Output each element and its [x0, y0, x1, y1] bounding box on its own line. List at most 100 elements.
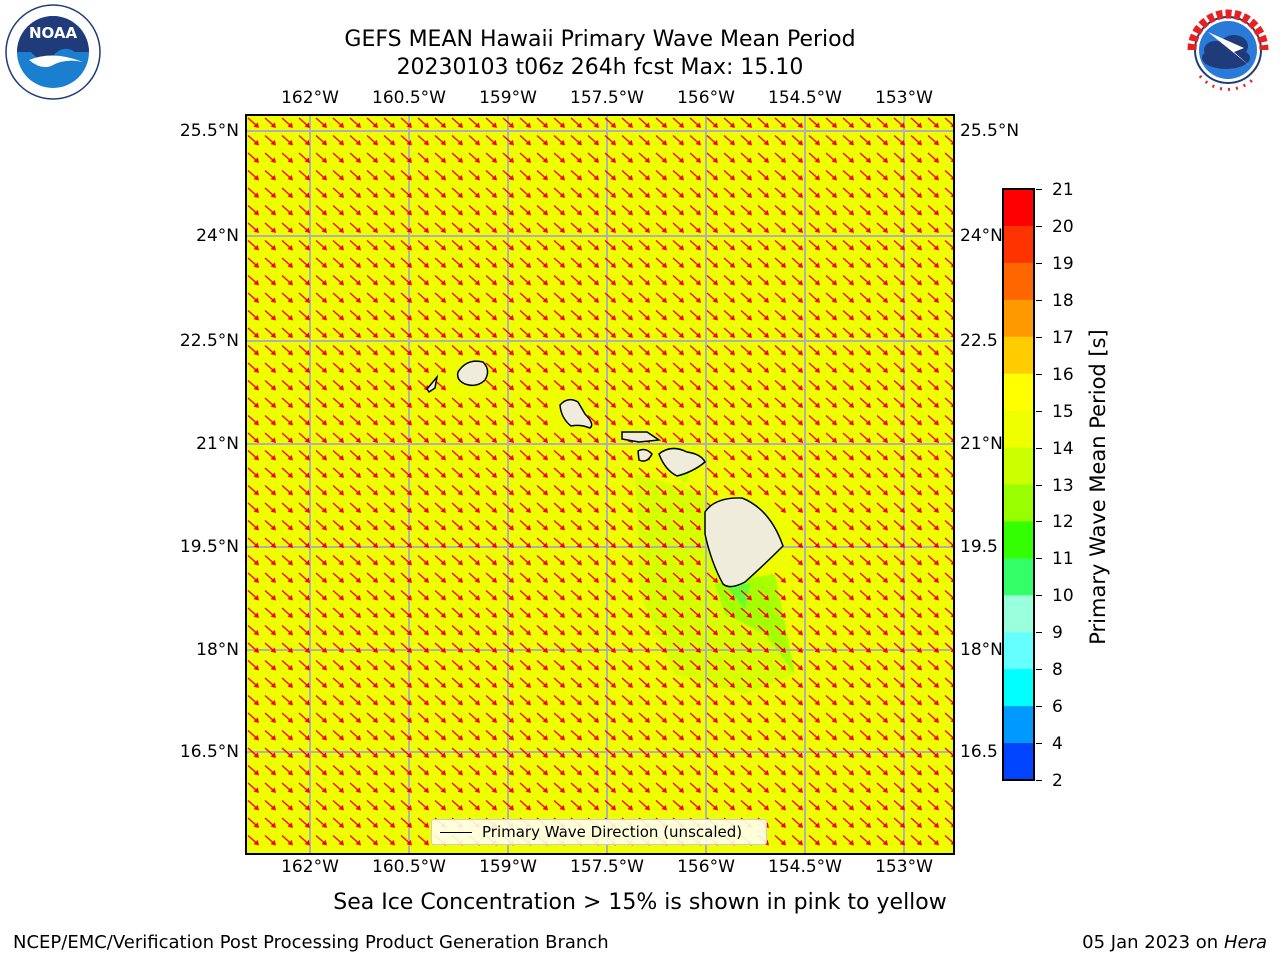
wave-arrow: [519, 554, 531, 566]
wave-arrow: [349, 204, 361, 216]
wave-arrow: [383, 257, 395, 268]
wave-arrow: [876, 414, 888, 426]
wave-arrow: [485, 677, 497, 688]
wave-arrow: [417, 764, 429, 776]
wave-arrow: [638, 764, 650, 776]
wave-arrow: [417, 782, 429, 793]
wave-arrow: [570, 152, 582, 163]
wave-arrow: [315, 449, 327, 461]
wave-arrow: [349, 537, 361, 548]
wave-arrow: [808, 677, 820, 688]
wave-arrow: [757, 274, 769, 286]
wave-arrow: [876, 222, 888, 233]
wave-arrow: [400, 274, 412, 286]
colorbar-tick: [1036, 299, 1042, 301]
wave-arrow: [689, 519, 701, 531]
wave-arrow: [621, 327, 633, 338]
wave-arrow: [689, 274, 701, 286]
wave-arrow: [842, 117, 854, 128]
wave-arrow: [315, 607, 327, 618]
wave-arrow: [536, 782, 548, 793]
wave-arrow: [366, 414, 378, 426]
wave-arrow: [281, 362, 293, 373]
wave-arrow: [502, 519, 514, 531]
wave-arrow: [417, 484, 429, 496]
wave-arrow: [485, 729, 497, 741]
wave-arrow: [842, 712, 854, 723]
wave-arrow: [502, 344, 514, 356]
wave-arrow: [689, 572, 701, 583]
wave-arrow: [791, 484, 803, 496]
wave-arrow: [298, 187, 310, 198]
wave-arrow: [723, 484, 735, 496]
wave-arrow: [315, 117, 327, 128]
wave-arrow: [842, 204, 854, 216]
wave-arrow: [298, 274, 310, 286]
wave-arrow: [281, 572, 293, 583]
wave-arrow: [519, 187, 531, 198]
lon-label-top: 160.5°W: [372, 88, 446, 108]
wave-arrow: [383, 222, 395, 233]
wave-arrow: [740, 134, 752, 146]
wave-arrow: [740, 187, 752, 198]
wave-arrow: [485, 187, 497, 198]
wave-arrow: [349, 659, 361, 671]
wave-arrow: [281, 677, 293, 688]
wave-arrow: [553, 624, 565, 636]
wave-arrow: [655, 204, 667, 216]
wave-arrow: [349, 624, 361, 636]
wave-arrow: [791, 134, 803, 146]
wave-arrow: [315, 152, 327, 163]
wave-arrow: [451, 764, 463, 776]
wave-arrow: [434, 449, 446, 461]
wave-arrow: [536, 677, 548, 688]
wave-arrow: [366, 572, 378, 583]
wave-arrow: [723, 659, 735, 671]
islands: [426, 360, 784, 588]
wave-arrow: [468, 187, 480, 198]
wave-arrow: [825, 519, 837, 531]
wave-arrow: [587, 222, 599, 233]
wave-arrow: [791, 239, 803, 251]
wave-arrow: [740, 414, 752, 426]
wave-arrow: [791, 204, 803, 216]
wave-arrow: [791, 362, 803, 373]
wave-arrow: [468, 712, 480, 723]
wave-arrow: [621, 117, 633, 128]
wave-arrow: [264, 222, 276, 233]
wave-arrow: [570, 239, 582, 251]
wave-arrow: [332, 204, 344, 216]
wave-arrow: [587, 694, 599, 706]
wave-arrow: [570, 467, 582, 478]
wave-arrow: [927, 327, 939, 338]
wave-arrow: [485, 152, 497, 163]
noaa-logo-text: NOAA: [29, 24, 78, 42]
wave-arrow: [502, 134, 514, 146]
wave-arrow: [655, 764, 667, 776]
wave-arrow: [247, 572, 259, 583]
wave-arrow: [349, 379, 361, 391]
wave-arrow: [757, 642, 769, 653]
wave-arrow: [281, 764, 293, 776]
wave-arrow: [519, 169, 531, 181]
wave-arrow: [791, 642, 803, 653]
wave-arrow: [859, 834, 871, 846]
wave-arrow: [893, 414, 905, 426]
wave-arrow: [485, 747, 497, 758]
wave-arrow: [638, 169, 650, 181]
wave-arrow: [570, 607, 582, 618]
wave-arrow: [893, 467, 905, 478]
wave-arrow: [638, 642, 650, 653]
wave-arrow: [502, 572, 514, 583]
wave-arrow: [570, 169, 582, 181]
wave-arrow: [434, 362, 446, 373]
wave-arrow: [638, 729, 650, 741]
wave-arrow: [502, 624, 514, 636]
wave-arrow: [247, 519, 259, 531]
wave-arrow: [502, 484, 514, 496]
wave-arrow: [893, 239, 905, 251]
wave-arrow: [468, 432, 480, 443]
wave-arrow: [655, 134, 667, 146]
wave-arrow: [570, 117, 582, 128]
wave-arrow: [468, 292, 480, 303]
